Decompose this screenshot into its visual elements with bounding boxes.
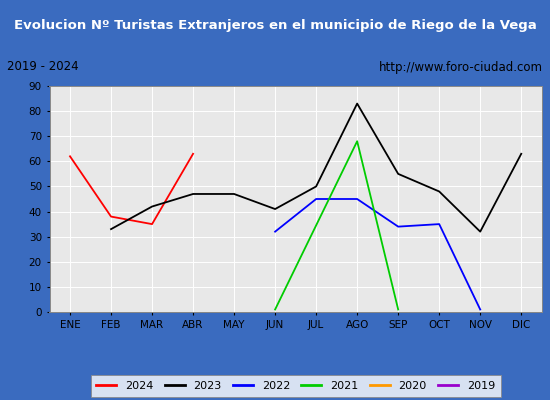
Text: 2019 - 2024: 2019 - 2024 bbox=[7, 60, 79, 74]
Text: http://www.foro-ciudad.com: http://www.foro-ciudad.com bbox=[379, 60, 543, 74]
Legend: 2024, 2023, 2022, 2021, 2020, 2019: 2024, 2023, 2022, 2021, 2020, 2019 bbox=[91, 375, 500, 397]
Text: Evolucion Nº Turistas Extranjeros en el municipio de Riego de la Vega: Evolucion Nº Turistas Extranjeros en el … bbox=[14, 18, 536, 32]
